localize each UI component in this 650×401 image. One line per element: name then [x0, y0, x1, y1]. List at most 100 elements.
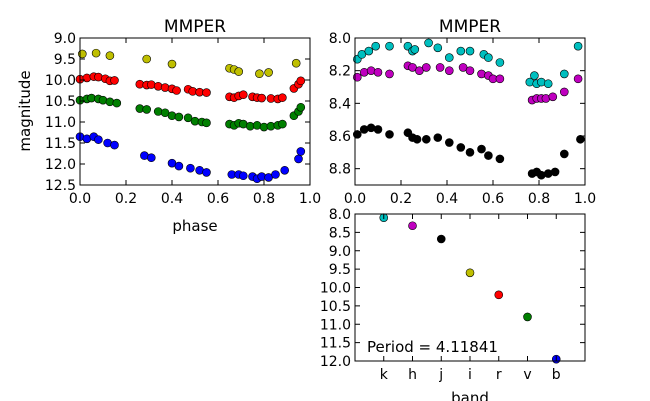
panel-left-ytick-label: 12.0 — [45, 157, 76, 173]
panel-band-ytick-label: 11.0 — [320, 317, 351, 333]
panel-left-frame — [79, 37, 311, 186]
panel-band-ytick-label: 8.5 — [329, 225, 351, 241]
panel-right-point — [495, 154, 505, 164]
panel-right-point — [550, 167, 560, 177]
panel-band-points — [379, 213, 561, 364]
panel-left-ytick-label: 9.5 — [54, 52, 76, 68]
band-point-r — [494, 290, 504, 300]
panel-right-axis-ticks: 0.0 0.2 0.4 0.6 0.8 1.0 8.0 8.2 8.4 8.6 8.8 — [329, 31, 596, 207]
panel-band-axis-ticks: k h j i r v b 8.0 8.5 9.0 9.5 10.0 10.5 11.0 11.5 12.0 — [320, 207, 585, 383]
panel-right-points — [352, 38, 585, 180]
panel-right-point — [424, 38, 433, 48]
panel-right-point — [559, 149, 569, 159]
panel-right-point — [548, 92, 558, 102]
panel-right-point — [408, 63, 417, 72]
panel-left-xtick-label: 0.0 — [69, 191, 91, 207]
panel-left-lightcurve: MMPER 0.0 0.2 0.4 0.6 0.8 1.0 9.0 9.5 10.0 10.5 11… — [16, 17, 321, 235]
panel-left-ytick-label: 12.5 — [45, 178, 76, 194]
panel-left-xtick-label: 0.2 — [115, 191, 137, 207]
panel-right-ytick-label: 8.2 — [329, 64, 351, 80]
panel-left-point — [278, 119, 287, 129]
panel-left-point — [186, 163, 195, 173]
panel-left-point — [202, 88, 211, 97]
panel-left-ytick-label: 10.0 — [45, 73, 76, 89]
panel-right-point — [576, 134, 585, 144]
panel-right-point — [559, 87, 569, 97]
panel-right-xtick-label: 0.0 — [344, 191, 366, 207]
panel-left-ytick-label: 11.0 — [45, 115, 76, 131]
panel-left-point — [94, 135, 103, 144]
panel-right-point — [412, 134, 422, 144]
panel-left-point — [174, 161, 184, 171]
panel-right-point — [421, 63, 431, 72]
panel-band-ytick-label: 12.0 — [320, 354, 351, 370]
panel-left-xtick-label: 0.8 — [253, 191, 275, 207]
panel-left-point — [257, 93, 267, 103]
panel-right-point — [484, 53, 493, 62]
panel-left-point — [91, 48, 101, 58]
panel-left-ytick-label: 10.5 — [45, 94, 76, 110]
panel-right-point — [559, 69, 569, 79]
panel-left-point — [110, 76, 119, 85]
panel-band-xtick-label: h — [408, 367, 417, 383]
panel-band-xtick-label: k — [380, 367, 389, 383]
panel-right-point — [364, 46, 374, 56]
panel-left-point — [110, 140, 119, 150]
panel-right-point — [444, 138, 454, 147]
panel-right-lightcurve: MMPER 0.0 0.2 0.4 0.6 0.8 1.0 8.0 8.2 8.4 8.6 8.8 — [329, 17, 596, 207]
panel-band-ytick-label: 10.5 — [320, 299, 351, 315]
panel-right-point — [433, 133, 443, 142]
panel-right-point — [373, 125, 383, 134]
panel-right-point — [484, 151, 493, 160]
panel-left-point — [147, 153, 156, 162]
panel-right-title: MMPER — [439, 17, 501, 37]
panel-right-point — [495, 58, 505, 67]
panel-right-point — [543, 79, 553, 89]
panel-right-frame — [354, 37, 586, 186]
panel-right-ytick-label: 8.8 — [329, 162, 351, 178]
panel-right-point — [433, 43, 443, 53]
panel-right-point — [465, 148, 475, 157]
panel-band-ytick-label: 8.0 — [329, 207, 351, 223]
panel-band-ytick-label: 9.5 — [329, 262, 351, 278]
panel-right-point — [573, 74, 583, 84]
panel-right-point — [465, 46, 475, 56]
panel-right-xtick-label: 0.8 — [528, 191, 550, 207]
panel-right-point — [435, 63, 445, 72]
panel-left-xtick-label: 0.4 — [161, 191, 183, 207]
panel-left-point — [264, 68, 273, 77]
panel-right-ytick-label: 8.6 — [329, 129, 351, 145]
panel-right-xtick-label: 0.2 — [390, 191, 412, 207]
panel-left-points — [75, 48, 306, 183]
panel-right-point — [530, 71, 539, 80]
panel-left-point — [296, 147, 306, 156]
panel-left-point — [239, 90, 248, 99]
panel-left-point — [271, 170, 280, 179]
panel-left-point — [239, 171, 248, 181]
panel-right-point — [495, 74, 505, 84]
panel-left-point — [174, 112, 184, 122]
panel-right-xtick-label: 0.4 — [436, 191, 458, 207]
panel-right-point — [458, 63, 468, 72]
panel-band-xlabel: band — [451, 389, 489, 401]
panel-left-axis-ticks: 0.0 0.2 0.4 0.6 0.8 1.0 9.0 9.5 10.0 10.5 11.0 11.5… — [45, 31, 321, 207]
panel-left-ytick-label: 9.0 — [54, 31, 76, 47]
panel-right-point — [456, 143, 466, 152]
panel-left-xtick-label: 0.6 — [207, 191, 229, 207]
band-point-h — [408, 221, 417, 231]
panel-right-point — [385, 41, 394, 51]
panel-left-title: MMPER — [164, 17, 226, 37]
panel-right-point — [385, 130, 394, 139]
band-point-j — [436, 234, 446, 244]
panel-left-point — [105, 51, 115, 60]
panel-right-point — [444, 66, 454, 75]
panel-left-point — [167, 59, 177, 69]
period-annotation: Period = 4.11841 — [367, 338, 498, 356]
panel-right-point — [573, 41, 583, 51]
panel-left-point — [296, 76, 306, 86]
panel-right-point — [357, 50, 367, 59]
panel-left-xtick-label: 1.0 — [299, 191, 321, 207]
panel-right-point — [456, 46, 466, 56]
panel-left-point — [278, 93, 287, 102]
panel-band-ytick-label: 10.0 — [320, 281, 351, 297]
